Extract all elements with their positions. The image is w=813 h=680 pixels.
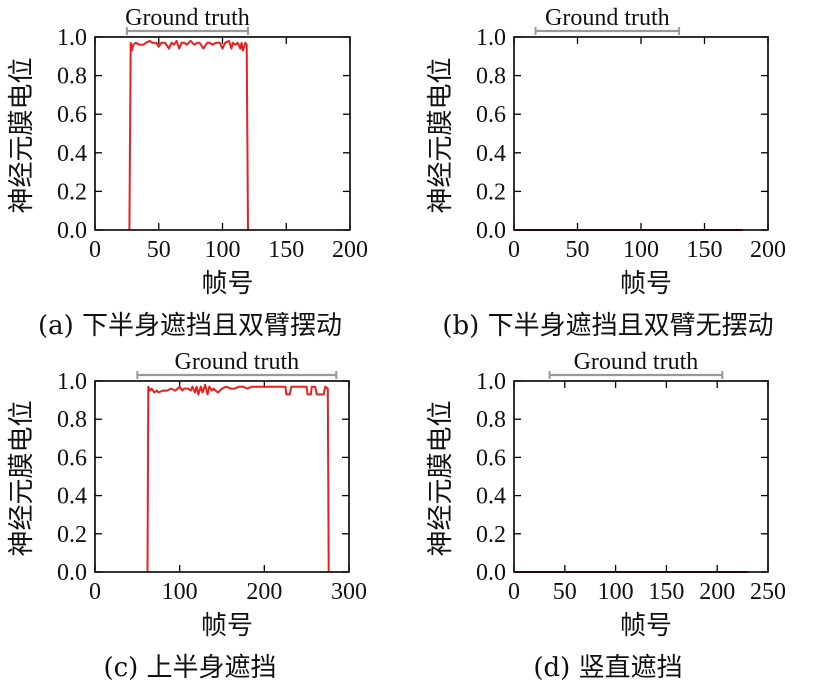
- series-line-0: [128, 39, 249, 231]
- y-tick-label: 0.8: [476, 64, 506, 90]
- y-tick-label: 0.6: [476, 102, 506, 128]
- x-tick-label: 0: [89, 579, 101, 605]
- y-tick-label: 0.2: [57, 179, 87, 205]
- y-tick-label: 0.6: [476, 445, 506, 471]
- x-tick-label: 200: [699, 579, 735, 605]
- plot-frame: [513, 36, 769, 231]
- x-tick-label: 150: [648, 579, 684, 605]
- x-tick-label: 150: [268, 237, 304, 263]
- ground-truth-label: Ground truth: [545, 5, 670, 31]
- x-tick-label: 300: [331, 579, 367, 605]
- chart-panel-0: 0.0 0.2 0.4 0.6 0.8 1.0 0 50 100 150 200 Ground tru…: [7, 5, 368, 341]
- y-tick-label: 1.0: [476, 25, 506, 51]
- x-tick-label: 100: [205, 237, 241, 263]
- y-tick-label: 1.0: [57, 25, 87, 51]
- x-axis-label: 帧号: [620, 611, 672, 641]
- x-axis-label: 帧号: [201, 611, 253, 641]
- x-tick-label: 200: [246, 579, 282, 605]
- y-tick-label: 1.0: [57, 369, 87, 395]
- chart-panel-1: 0.0 0.2 0.4 0.6 0.8 1.0 0 50 100 150 200 Ground tru…: [426, 5, 786, 341]
- x-tick-label: 200: [332, 237, 368, 263]
- y-axis-label: 神经元膜电位: [7, 57, 37, 213]
- y-axis-label: 神经元膜电位: [7, 400, 37, 556]
- x-tick-label: 100: [623, 237, 659, 263]
- chart-panel-2: 0.0 0.2 0.4 0.6 0.8 1.0 0 100 200 300 Ground truth…: [7, 349, 367, 680]
- y-tick-label: 1.0: [476, 369, 506, 395]
- y-tick-label: 0.6: [57, 102, 87, 128]
- x-tick-label: 250: [750, 579, 786, 605]
- panel-caption: (a) 下半身遮挡且双臂摆动: [38, 311, 342, 341]
- panel-caption: (d) 竖直遮挡: [533, 653, 682, 680]
- y-tick-label: 0.8: [57, 64, 87, 90]
- x-tick-label: 150: [687, 237, 723, 263]
- y-tick-label: 0.2: [476, 179, 506, 205]
- x-tick-label: 200: [750, 237, 786, 263]
- x-tick-label: 50: [147, 237, 171, 263]
- ground-truth-label: Ground truth: [174, 349, 299, 375]
- y-tick-label: 0.8: [57, 407, 87, 433]
- plot-frame: [513, 380, 769, 573]
- x-tick-label: 100: [598, 579, 634, 605]
- y-tick-label: 0.6: [57, 445, 87, 471]
- y-tick-label: 0.0: [57, 560, 87, 586]
- y-tick-label: 0.2: [57, 522, 87, 548]
- y-tick-label: 0.4: [476, 484, 506, 510]
- x-tick-label: 0: [508, 579, 520, 605]
- x-tick-label: 100: [162, 579, 198, 605]
- y-tick-label: 0.8: [476, 407, 506, 433]
- y-axis-label: 神经元膜电位: [426, 400, 456, 556]
- ground-truth-label: Ground truth: [574, 349, 699, 375]
- panel-caption: (c) 上半身遮挡: [103, 653, 276, 680]
- x-axis-label: 帧号: [201, 269, 253, 299]
- y-tick-label: 0.4: [476, 141, 506, 167]
- x-axis-label: 帧号: [620, 269, 672, 299]
- x-tick-label: 50: [553, 579, 577, 605]
- ground-truth-label: Ground truth: [125, 5, 250, 31]
- series-line-0: [146, 383, 330, 573]
- x-tick-label: 50: [566, 237, 590, 263]
- panel-caption: (b) 下半身遮挡且双臂无摆动: [442, 311, 773, 341]
- y-tick-label: 0.4: [57, 484, 87, 510]
- plot-frame: [94, 380, 350, 573]
- y-tick-label: 0.2: [476, 522, 506, 548]
- x-tick-label: 0: [89, 237, 101, 263]
- chart-panel-3: 0.0 0.2 0.4 0.6 0.8 1.0 0 50 100 150 200 250 Ground …: [426, 349, 786, 680]
- y-tick-label: 0.4: [57, 141, 87, 167]
- x-tick-label: 0: [508, 237, 520, 263]
- y-axis-label: 神经元膜电位: [426, 57, 456, 213]
- plot-frame: [94, 36, 351, 231]
- y-tick-label: 0.0: [476, 218, 506, 244]
- y-tick-label: 0.0: [57, 218, 87, 244]
- y-tick-label: 0.0: [476, 560, 506, 586]
